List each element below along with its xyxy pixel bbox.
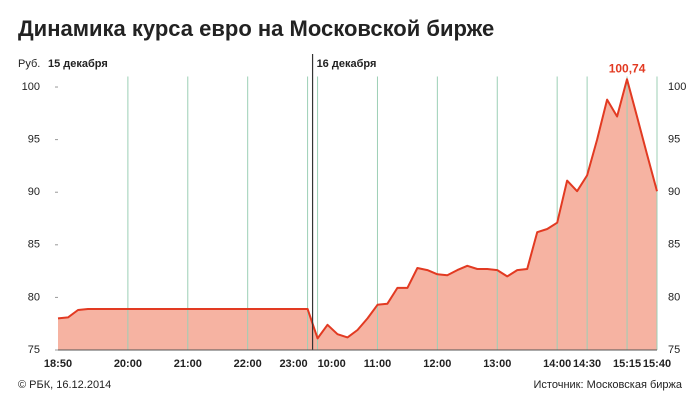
y-tick-label: 95 (28, 134, 40, 146)
y-tick-label: 90 (668, 186, 680, 198)
y-tick-label: 90 (28, 186, 40, 198)
y-tick-label: 75 (28, 344, 40, 356)
x-tick-label: 22:00 (234, 358, 262, 370)
x-tick-label: 23:00 (279, 358, 307, 370)
x-tick-label: 15:40 (643, 358, 671, 370)
day-label: 16 декабря (317, 58, 377, 70)
y-tick-label: 80 (668, 291, 680, 303)
x-tick-label: 14:30 (573, 358, 601, 370)
y-tick-label: 85 (28, 239, 40, 251)
x-tick-label: 12:00 (423, 358, 451, 370)
x-tick-label: 21:00 (174, 358, 202, 370)
source: Источник: Московская биржа (534, 379, 683, 391)
line (57, 78, 658, 340)
area (58, 79, 657, 350)
chart-title: Динамика курса евро на Московской бирже (18, 16, 494, 41)
y-tick-label: 80 (28, 291, 40, 303)
y-tick-label: 95 (668, 134, 680, 146)
y-tick-label: 100 (22, 81, 40, 93)
x-tick-label: 18:50 (44, 358, 72, 370)
x-tick-label: 15:15 (613, 358, 641, 370)
data-label: 100,74 (609, 61, 646, 75)
y-tick-label: 75 (668, 344, 680, 356)
x-tick-label: 20:00 (114, 358, 142, 370)
x-tick-label: 10:00 (318, 358, 346, 370)
day-label: 15 декабря (48, 58, 108, 70)
y-axis-label: Руб. (18, 58, 40, 70)
credit: © РБК, 16.12.2014 (18, 379, 111, 391)
x-tick-label: 14:00 (543, 358, 571, 370)
x-tick-label: 11:00 (364, 358, 392, 370)
y-tick-label: 100 (668, 81, 686, 93)
x-tick-label: 13:00 (483, 358, 511, 370)
y-tick-label: 85 (668, 239, 680, 251)
